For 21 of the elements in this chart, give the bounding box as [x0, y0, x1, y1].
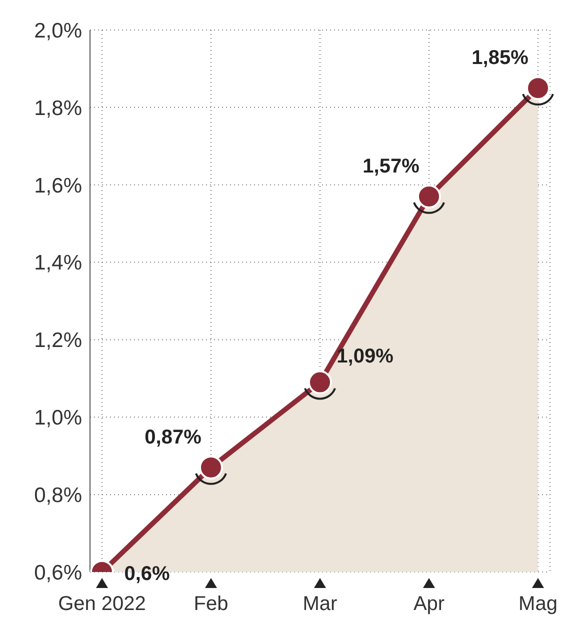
data-label: 1,85%: [472, 47, 529, 70]
data-label: 1,09%: [336, 345, 394, 368]
point: [417, 184, 441, 208]
data-label: 0,87%: [144, 426, 202, 448]
x-tick-label: Feb: [194, 593, 228, 615]
x-tick-label: Mar: [302, 593, 338, 615]
y-tick-label: 0,8%: [34, 484, 82, 508]
point: [308, 370, 332, 394]
point: [526, 76, 550, 100]
y-tick-label: 0,6%: [34, 561, 82, 584]
data-label: 1,57%: [362, 155, 420, 178]
y-tick-label: 1,0%: [34, 406, 82, 430]
x-tick-label: Apr: [413, 593, 445, 615]
x-tick-label: Mag: [518, 593, 558, 615]
y-tick-label: 1,8%: [34, 96, 82, 120]
y-tick-label: 2,0%: [34, 19, 82, 42]
y-tick-label: 1,2%: [34, 329, 82, 352]
y-tick-label: 1,6%: [34, 174, 82, 198]
data-label: 0,6%: [124, 563, 170, 585]
y-tick-label: 1,4%: [34, 252, 82, 275]
x-tick-label: Gen 2022: [58, 593, 146, 615]
